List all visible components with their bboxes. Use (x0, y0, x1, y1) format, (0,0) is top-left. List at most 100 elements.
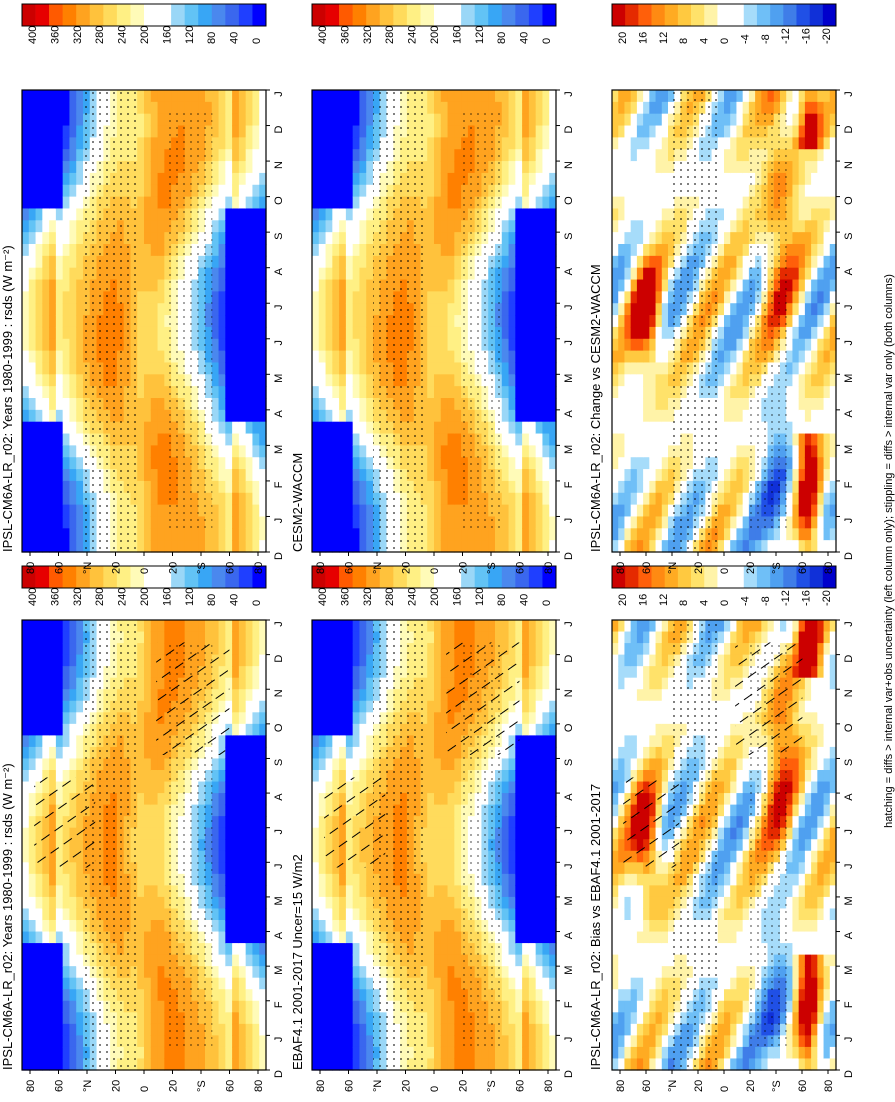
heatmap-cell (22, 374, 30, 387)
heatmap-cell (345, 666, 354, 679)
heatmap-cell (352, 1012, 361, 1025)
heatmap-cell (76, 90, 84, 103)
heatmap-cell (69, 315, 77, 328)
heatmap-cell (535, 1058, 544, 1071)
heatmap-cell (49, 409, 57, 423)
heatmap-cell (144, 943, 152, 956)
heatmap-cell (232, 1058, 240, 1071)
heatmap-cell (137, 161, 145, 174)
colorbar-tick-label: 280 (94, 26, 106, 44)
heatmap-cell (339, 409, 347, 423)
heatmap-cell (218, 303, 226, 316)
heatmap-cell (366, 267, 374, 281)
month-tick-label: M (273, 374, 285, 383)
heatmap-cell (225, 196, 233, 210)
heatmap-cell (245, 244, 254, 257)
heatmap-cell (245, 315, 254, 328)
heatmap-cell (22, 291, 30, 304)
heatmap-cell (352, 244, 361, 257)
heatmap-cell (345, 315, 354, 328)
heatmap-cell (312, 1012, 320, 1025)
heatmap-cell (28, 90, 37, 103)
heatmap-cell (440, 885, 449, 898)
colorbar-swatch (49, 566, 63, 588)
heatmap-cell (238, 989, 247, 1002)
heatmap-cell (69, 504, 77, 518)
month-tick-label: N (563, 689, 575, 697)
heatmap-cell (69, 184, 77, 198)
heatmap-cell (225, 839, 233, 852)
heatmap-cell (69, 689, 77, 702)
colorbar-swatch (211, 4, 226, 26)
heatmap-cell (312, 516, 320, 529)
heatmap-cell (252, 267, 260, 281)
heatmap-cell (35, 1035, 43, 1048)
heatmap-cell (42, 654, 50, 667)
heatmap-cell (76, 1012, 84, 1025)
heatmap-cell (55, 643, 64, 656)
heatmap-cell (76, 920, 84, 933)
colorbar-swatch (198, 566, 213, 588)
heatmap-cell (137, 862, 145, 875)
heatmap-cell (55, 1012, 64, 1025)
heatmap-cell (49, 326, 57, 340)
heatmap-cell (69, 149, 77, 162)
heatmap-cell (447, 758, 455, 771)
heatmap-cell (35, 433, 43, 446)
heatmap-cell (339, 149, 347, 162)
month-tick-label: D (563, 655, 575, 663)
heatmap-cell (325, 457, 333, 470)
heatmap-cell (359, 1046, 367, 1060)
heatmap-cell (171, 1046, 179, 1060)
heatmap-cell (150, 677, 159, 690)
heatmap-cell (164, 781, 172, 794)
heatmap-cell (252, 350, 260, 364)
heatmap-cell (259, 1035, 267, 1048)
heatmap-cell (157, 172, 165, 186)
heatmap-cell (332, 267, 340, 281)
heatmap-cell (352, 654, 361, 667)
heatmap-cell (434, 712, 442, 725)
heatmap-cell (259, 244, 267, 257)
heatmap-cell (35, 1058, 43, 1071)
heatmap-cell (312, 137, 320, 150)
heatmap-cell (238, 480, 247, 494)
heatmap-cell (501, 954, 510, 967)
heatmap-cell (339, 362, 347, 375)
heatmap-cell (259, 966, 267, 979)
heatmap-cell (528, 654, 537, 667)
heatmap-cell (352, 220, 361, 233)
heatmap-cell (366, 504, 374, 518)
month-tick-label: D (273, 552, 285, 560)
heatmap-cell (440, 989, 449, 1002)
colorbar-swatch (252, 4, 267, 26)
colorbar-tick-label: 160 (161, 26, 173, 44)
heatmap-cell (312, 793, 320, 806)
heatmap-cell (137, 1012, 145, 1025)
heatmap-cell (332, 90, 340, 103)
heatmap-cell (144, 746, 152, 760)
heatmap-cell (164, 816, 172, 829)
heatmap-cell (157, 149, 165, 162)
heatmap-cell (22, 255, 30, 269)
heatmap-cell (42, 350, 50, 364)
heatmap-cell (549, 700, 557, 713)
heatmap-cell (318, 677, 327, 690)
heatmap-cell (245, 793, 254, 806)
heatmap-cell (157, 409, 165, 423)
heatmap-cell (62, 196, 71, 210)
heatmap-cell (318, 770, 327, 783)
heatmap-cell (245, 920, 254, 933)
heatmap-cell (528, 816, 537, 829)
colorbar-tick-label: 80 (206, 32, 218, 44)
heatmap-cell (259, 540, 267, 553)
heatmap-cell (252, 244, 260, 257)
heatmap-cell (434, 689, 442, 702)
heatmap-cell (454, 862, 462, 875)
heatmap-cell (225, 220, 233, 233)
heatmap-cell (55, 315, 64, 328)
heatmap-cell (440, 1012, 449, 1025)
heatmap-cell (352, 643, 361, 656)
heatmap-cell (225, 977, 233, 990)
heatmap-cell (549, 989, 557, 1002)
